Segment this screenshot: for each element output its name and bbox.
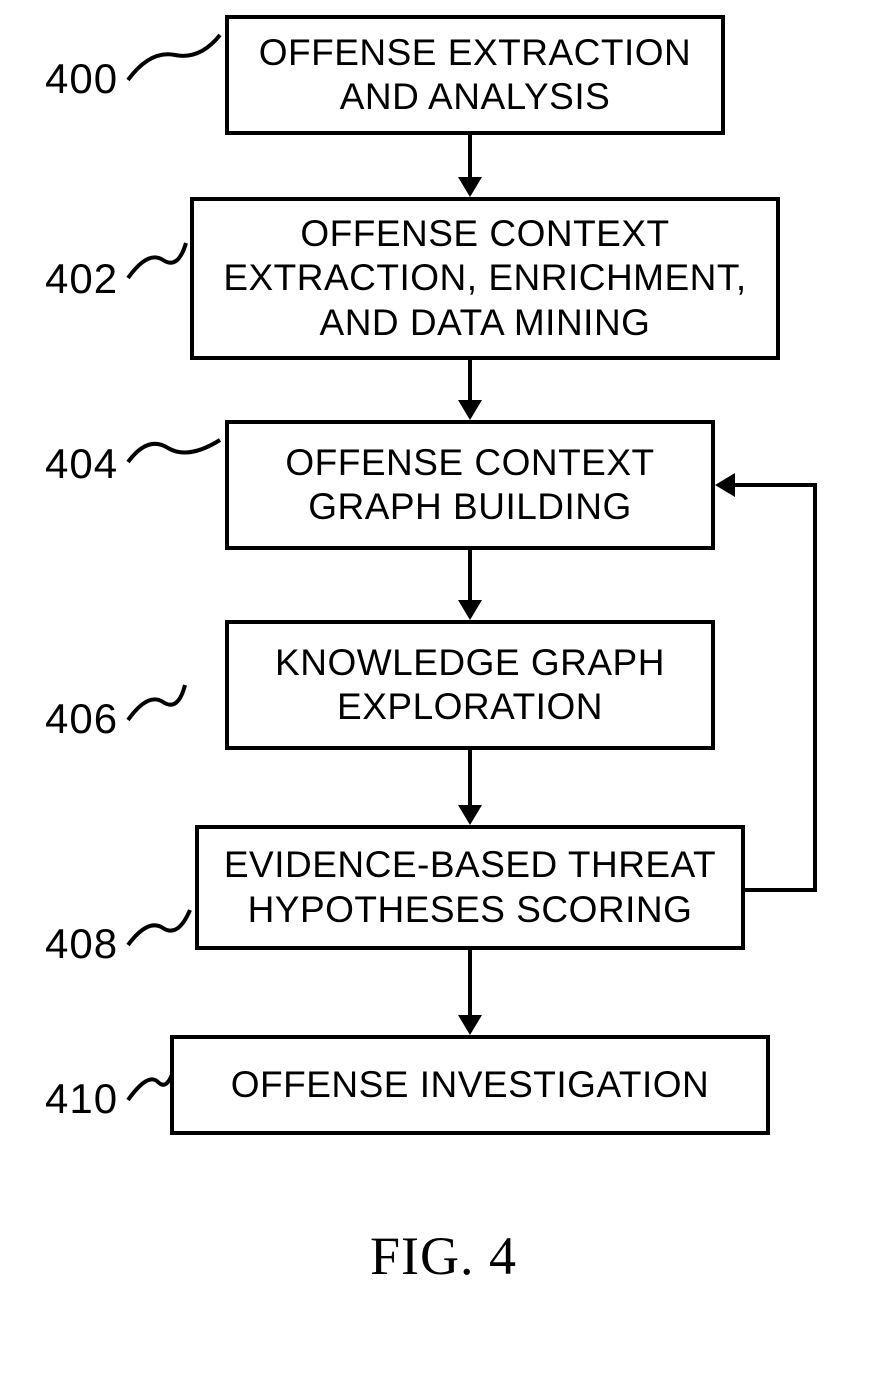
- flow-arrows: [0, 0, 883, 1391]
- flowchart-container: 400 402 404 406 408 410 OFFENSE EXTRACTI…: [0, 0, 883, 1391]
- figure-label: FIG. 4: [370, 1225, 517, 1287]
